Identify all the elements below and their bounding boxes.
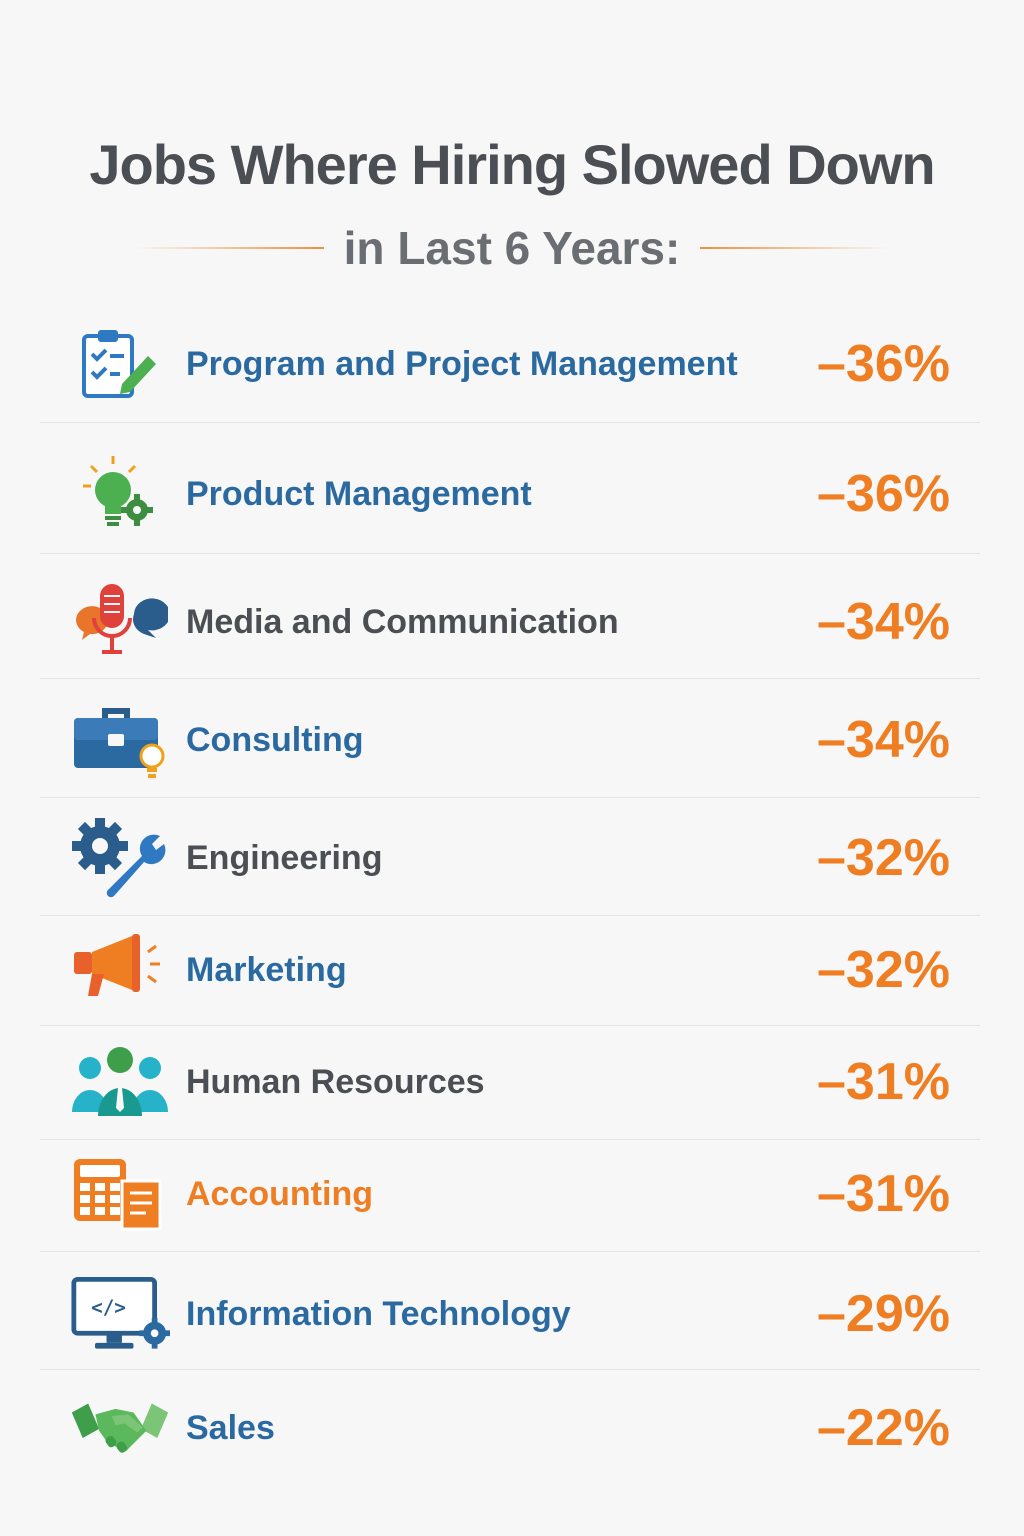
job-change-value: –36%: [817, 335, 950, 393]
svg-text:</>: </>: [91, 1296, 126, 1319]
job-change-value: –32%: [817, 829, 950, 887]
row-divider: [40, 1139, 980, 1140]
job-change-value: –34%: [817, 593, 950, 651]
lightbulb-gear-icon: [70, 454, 170, 534]
job-row-information-technology: </> Information Technology –29%: [40, 1272, 980, 1356]
row-divider: [40, 678, 980, 679]
job-label: Engineering: [186, 838, 383, 877]
subtitle-row: in Last 6 Years:: [0, 218, 1024, 278]
page-subtitle: in Last 6 Years:: [343, 222, 681, 274]
job-label: Accounting: [186, 1174, 373, 1213]
job-row-consulting: Consulting –34%: [40, 698, 980, 782]
job-change-value: –34%: [817, 711, 950, 769]
handshake-icon: [70, 1388, 170, 1468]
job-change-value: –31%: [817, 1053, 950, 1111]
subtitle-rule-left: [133, 247, 324, 249]
job-label: Consulting: [186, 720, 364, 759]
job-row-accounting: Accounting –31%: [40, 1152, 980, 1236]
job-label: Program and Project Management: [186, 344, 738, 383]
megaphone-icon: [70, 930, 170, 1010]
job-change-value: –22%: [817, 1399, 950, 1457]
row-divider: [40, 553, 980, 554]
row-divider: [40, 1251, 980, 1252]
job-row-human-resources: Human Resources –31%: [40, 1040, 980, 1124]
subtitle-rule-right: [700, 247, 891, 249]
job-row-media-communication: Media and Communication –34%: [40, 580, 980, 664]
clipboard-checklist-icon: [70, 324, 170, 404]
people-group-icon: [70, 1042, 170, 1122]
row-divider: [40, 1369, 980, 1370]
job-label: Media and Communication: [186, 602, 619, 641]
job-row-program-project-management: Program and Project Management –36%: [40, 322, 980, 406]
monitor-code-icon: </>: [70, 1274, 170, 1354]
job-change-value: –32%: [817, 941, 950, 999]
briefcase-lightbulb-icon: [70, 700, 170, 780]
job-row-sales: Sales –22%: [40, 1386, 980, 1470]
job-change-value: –36%: [817, 465, 950, 523]
job-change-value: –31%: [817, 1165, 950, 1223]
page-title: Jobs Where Hiring Slowed Down: [89, 133, 935, 196]
job-label: Information Technology: [186, 1294, 571, 1333]
gear-wrench-icon: [70, 818, 170, 898]
job-label: Human Resources: [186, 1062, 485, 1101]
job-row-product-management: Product Management –36%: [40, 452, 980, 536]
job-row-marketing: Marketing –32%: [40, 928, 980, 1012]
job-row-engineering: Engineering –32%: [40, 816, 980, 900]
row-divider: [40, 422, 980, 423]
row-divider: [40, 797, 980, 798]
job-label: Sales: [186, 1408, 275, 1447]
job-label: Marketing: [186, 950, 347, 989]
row-divider: [40, 1025, 980, 1026]
row-divider: [40, 915, 980, 916]
microphone-speech-icon: [70, 582, 170, 662]
calculator-document-icon: [70, 1154, 170, 1234]
job-label: Product Management: [186, 474, 532, 513]
job-change-value: –29%: [817, 1285, 950, 1343]
